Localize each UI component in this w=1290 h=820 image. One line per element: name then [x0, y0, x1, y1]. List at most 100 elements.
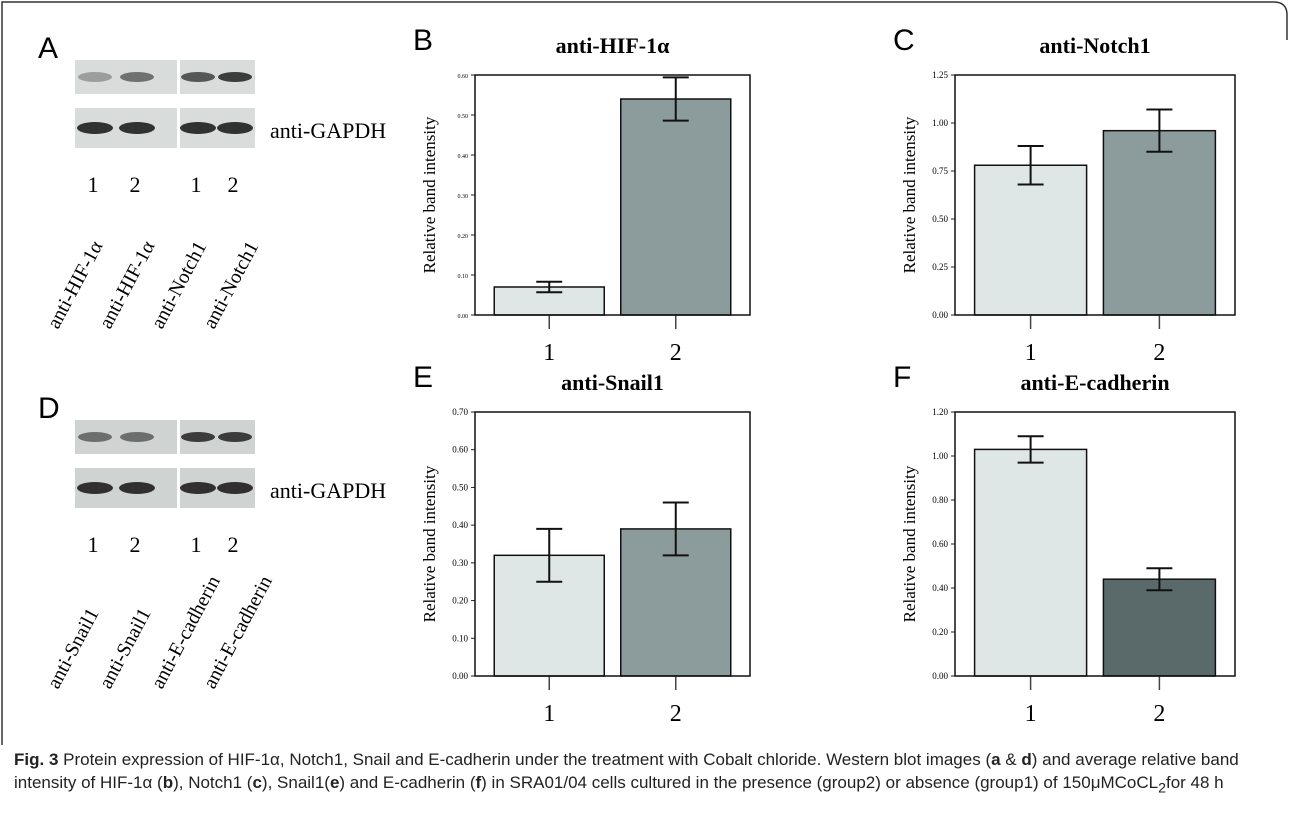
band [217, 122, 253, 134]
band [218, 72, 252, 82]
band [119, 482, 155, 494]
caption-text: for 48 h [1166, 773, 1224, 792]
caption-text: b [163, 773, 173, 792]
lane-label: 2 [130, 532, 141, 557]
y-tick-label: 0.00 [458, 314, 469, 320]
lane-label: 1 [88, 532, 99, 557]
panel-letter: A [38, 32, 58, 65]
band [78, 72, 112, 82]
band [181, 72, 215, 82]
band [120, 72, 154, 82]
y-tick-label: 0.50 [932, 214, 948, 224]
band [218, 432, 252, 442]
y-tick-label: 1.00 [932, 118, 948, 128]
y-tick-label: 0.20 [452, 596, 468, 606]
y-tick-label: 0.80 [932, 495, 948, 505]
y-tick-label: 0.30 [458, 194, 469, 200]
x-tick-label: 1 [543, 340, 555, 366]
x-tick-label: 1 [1025, 701, 1037, 727]
y-axis-label: Relative band intensity [420, 116, 439, 273]
caption-text: e [330, 773, 339, 792]
caption-text: d [1021, 750, 1031, 769]
chart-title: anti-Notch1 [1039, 33, 1150, 58]
lane-label: 2 [228, 532, 239, 557]
y-tick-label: 0.70 [452, 407, 468, 417]
y-tick-label: 0.60 [932, 539, 948, 549]
band [181, 432, 215, 442]
panel-letter: D [38, 392, 60, 425]
y-tick-label: 0.00 [932, 671, 948, 681]
band [180, 122, 216, 134]
y-tick-label: 1.20 [932, 407, 948, 417]
y-tick-label: 0.50 [452, 482, 468, 492]
panel-letter: B [413, 24, 433, 57]
caption-text: & [1001, 750, 1022, 769]
bar [975, 449, 1087, 676]
loading-label: anti-GAPDH [270, 118, 386, 143]
x-tick-label: 2 [1153, 340, 1165, 366]
target-label: anti-Snail1 [95, 605, 156, 693]
y-tick-label: 0.00 [932, 310, 948, 320]
x-tick-label: 2 [670, 340, 682, 366]
y-tick-label: 0.20 [458, 234, 469, 240]
caption-text: a [991, 750, 1000, 769]
band [78, 432, 112, 442]
caption-text: ) and E-cadherin ( [339, 773, 475, 792]
y-axis-label: Relative band intensity [900, 465, 919, 622]
lane-label: 1 [191, 172, 202, 197]
y-tick-label: 0.00 [452, 671, 468, 681]
y-tick-label: 0.30 [452, 558, 468, 568]
y-tick-label: 0.10 [452, 633, 468, 643]
bar [1103, 579, 1215, 676]
y-tick-label: 0.40 [932, 583, 948, 593]
lane-label: 1 [88, 172, 99, 197]
caption: Fig. 3 Protein expression of HIF-1α, Not… [14, 748, 1276, 800]
x-tick-label: 1 [543, 701, 555, 727]
panel-letter: F [893, 361, 911, 394]
chart-title: anti-E-cadherin [1020, 370, 1169, 395]
y-tick-label: 0.25 [932, 262, 948, 272]
y-tick-label: 0.60 [452, 445, 468, 455]
x-tick-label: 1 [1025, 340, 1037, 366]
bar [621, 99, 731, 315]
caption-text: 2 [1158, 780, 1166, 796]
y-tick-label: 0.20 [932, 627, 948, 637]
loading-label: anti-GAPDH [270, 478, 386, 503]
lane-label: 2 [228, 172, 239, 197]
caption-text: Protein expression of HIF-1α, Notch1, Sn… [58, 750, 991, 769]
panel-letter: C [893, 24, 915, 57]
lane-label: 1 [191, 532, 202, 557]
panel-letter: E [413, 361, 433, 394]
target-label: anti-Snail1 [43, 605, 104, 693]
caption-text: Fig. 3 [14, 750, 58, 769]
band [120, 432, 154, 442]
chart-title: anti-HIF-1α [556, 33, 670, 58]
band [180, 482, 216, 494]
caption-text: ), Notch1 ( [173, 773, 252, 792]
band [77, 482, 113, 494]
band [77, 122, 113, 134]
y-tick-label: 0.50 [458, 114, 469, 120]
y-axis-label: Relative band intensity [900, 116, 919, 273]
y-tick-label: 0.75 [932, 166, 948, 176]
x-tick-label: 2 [1153, 701, 1165, 727]
y-tick-label: 1.00 [932, 451, 948, 461]
bar [975, 165, 1087, 315]
y-tick-label: 0.40 [452, 520, 468, 530]
band [119, 122, 155, 134]
caption-text: ) in SRA01/04 cells cultured in the pres… [481, 773, 1158, 792]
y-tick-label: 0.10 [458, 274, 469, 280]
caption-text: c [252, 773, 261, 792]
caption-text: ), Snail1( [262, 773, 330, 792]
lane-label: 2 [130, 172, 141, 197]
bar [1103, 131, 1215, 315]
chart-title: anti-Snail1 [561, 370, 664, 395]
x-tick-label: 2 [670, 701, 682, 727]
band [217, 482, 253, 494]
y-tick-label: 0.40 [458, 154, 469, 160]
y-axis-label: Relative band intensity [420, 465, 439, 622]
y-tick-label: 0.60 [458, 74, 469, 80]
y-tick-label: 1.25 [932, 70, 948, 80]
page: A1212anti-GAPDHanti-HIF-1αanti-HIF-1αant… [0, 0, 1290, 820]
